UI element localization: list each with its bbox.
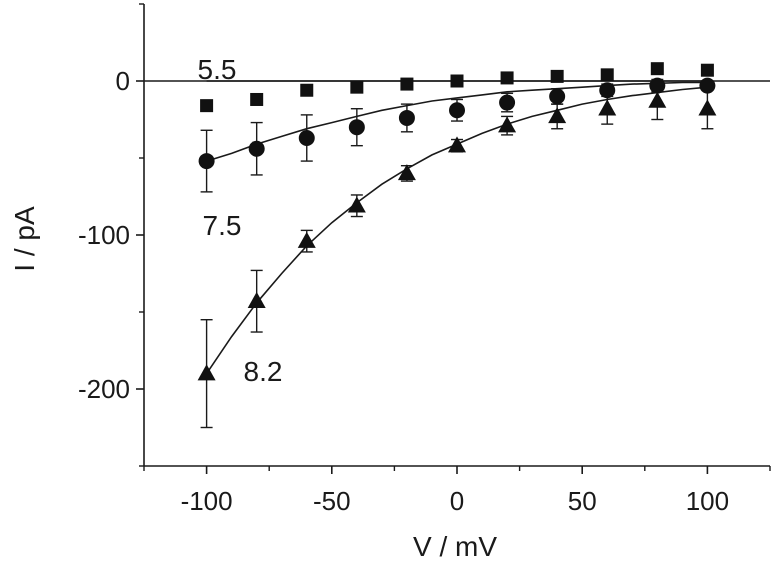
square-marker (500, 71, 514, 85)
y-axis-title: I / pA (9, 206, 40, 272)
triangle-marker (498, 116, 517, 133)
fit-curve-7.5 (206, 81, 708, 162)
y-tick-label: -100 (78, 220, 130, 250)
circle-marker (699, 77, 716, 94)
triangle-marker (197, 364, 216, 381)
series-label-8.2: 8.2 (244, 356, 283, 387)
circle-marker (549, 88, 566, 105)
x-tick-label: 100 (686, 486, 729, 516)
square-marker (550, 69, 564, 83)
square-marker (250, 92, 264, 106)
data-markers (197, 62, 717, 381)
triangle-marker (548, 107, 567, 124)
x-axis-title: V / mV (413, 531, 497, 562)
circle-marker (348, 119, 365, 136)
square-marker (650, 62, 664, 76)
labels: V / mV I / pA 5.5 7.5 8.2 (9, 54, 497, 562)
circle-marker (649, 77, 666, 94)
circle-marker (198, 153, 215, 170)
square-marker (450, 74, 464, 88)
x-tick-label: -100 (181, 486, 233, 516)
y-tick-label: -200 (78, 374, 130, 404)
y-tick-label: 0 (116, 66, 130, 96)
triangle-marker (347, 196, 366, 213)
circle-marker (499, 94, 516, 111)
square-marker (350, 80, 364, 94)
x-tick-label: 0 (450, 486, 464, 516)
square-marker (200, 99, 214, 113)
circle-marker (298, 129, 315, 146)
triangle-marker (648, 91, 667, 108)
square-marker (600, 68, 614, 82)
fit-curves (205, 80, 708, 375)
square-marker (700, 63, 714, 77)
series-label-5.5: 5.5 (198, 54, 237, 85)
triangle-marker (698, 99, 717, 116)
square-marker (400, 77, 414, 91)
x-tick-label: -50 (313, 486, 351, 516)
circle-marker (248, 140, 265, 157)
x-tick-label: 50 (568, 486, 597, 516)
circle-marker (599, 82, 616, 99)
triangle-marker (448, 136, 466, 153)
triangle-marker (397, 164, 416, 181)
square-marker (300, 83, 314, 97)
circle-marker (449, 102, 465, 119)
triangle-marker (598, 99, 617, 116)
series-label-7.5: 7.5 (203, 210, 242, 241)
triangle-marker (247, 291, 266, 308)
circle-marker (398, 109, 415, 126)
fit-curve-8.2 (205, 86, 708, 375)
triangle-marker (297, 231, 316, 248)
